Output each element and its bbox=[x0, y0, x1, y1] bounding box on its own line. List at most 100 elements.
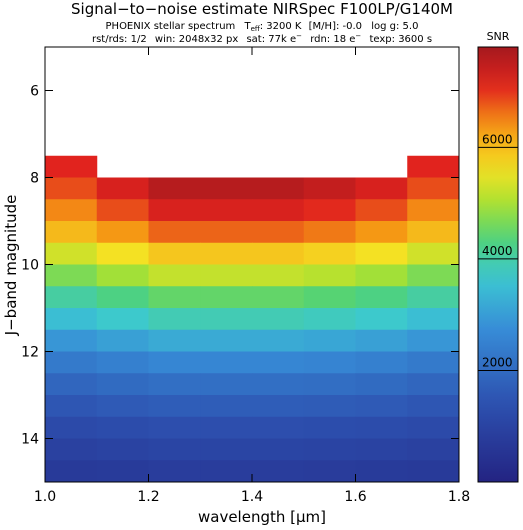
heatmap-cell bbox=[45, 242, 98, 265]
heatmap-cell bbox=[355, 351, 408, 374]
heatmap-cell bbox=[303, 221, 356, 244]
heatmap-cell bbox=[45, 373, 98, 396]
heatmap-cell bbox=[355, 286, 408, 309]
y-tick-label: 12 bbox=[21, 345, 39, 361]
heatmap-cell bbox=[355, 221, 408, 244]
heatmap-cell bbox=[148, 286, 201, 309]
heatmap-cell bbox=[303, 308, 356, 331]
heatmap-cell bbox=[45, 155, 98, 178]
heatmap-cell bbox=[303, 286, 356, 309]
x-axis-label: wavelength [μm] bbox=[198, 508, 326, 526]
heatmap-cell bbox=[148, 264, 201, 287]
heatmap-cell bbox=[355, 308, 408, 331]
heatmap-cell bbox=[96, 460, 149, 483]
heatmap-cell bbox=[200, 395, 253, 418]
subtitle-part: texp: 3600 s bbox=[369, 34, 432, 45]
heatmap-cell bbox=[407, 177, 460, 200]
heatmap-cell bbox=[45, 460, 98, 483]
heatmap-cell bbox=[355, 329, 408, 352]
heatmap-cell bbox=[148, 395, 201, 418]
heatmap-cell bbox=[355, 264, 408, 287]
heatmap-cell bbox=[303, 438, 356, 461]
heatmap-cell bbox=[45, 221, 98, 244]
heatmap-cell bbox=[252, 177, 305, 200]
heatmap-cell bbox=[96, 373, 149, 396]
heatmap-cell bbox=[303, 264, 356, 287]
heatmap-cell bbox=[407, 416, 460, 439]
heatmap-cell bbox=[407, 286, 460, 309]
heatmap-cell bbox=[200, 177, 253, 200]
heatmap-cell bbox=[96, 351, 149, 374]
colorbar-tick-label: 6000 bbox=[482, 132, 513, 146]
heatmap-cell bbox=[45, 199, 98, 222]
heatmap-cell bbox=[96, 199, 149, 222]
heatmap-cell bbox=[303, 177, 356, 200]
heatmap-cell bbox=[200, 329, 253, 352]
heatmap-cell bbox=[200, 351, 253, 374]
heatmap-cell bbox=[148, 308, 201, 331]
heatmap-cell bbox=[200, 286, 253, 309]
y-tick-label: 10 bbox=[21, 258, 39, 274]
heatmap-cell bbox=[45, 177, 98, 200]
heatmap-cell bbox=[303, 351, 356, 374]
heatmap-cell bbox=[200, 264, 253, 287]
x-tick-label: 1.8 bbox=[448, 489, 470, 505]
heatmap-cell bbox=[96, 329, 149, 352]
heatmap-cell bbox=[200, 308, 253, 331]
heatmap-cell bbox=[96, 242, 149, 265]
heatmap-cell bbox=[148, 416, 201, 439]
heatmap-cell bbox=[96, 395, 149, 418]
heatmap-cell bbox=[148, 221, 201, 244]
heatmap-cell bbox=[407, 155, 460, 178]
x-tick-label: 1.4 bbox=[241, 489, 263, 505]
heatmap-cell bbox=[303, 373, 356, 396]
heatmap-cell bbox=[407, 351, 460, 374]
subtitle-part: − bbox=[296, 32, 302, 40]
subtitle-part: win: 2048x32 px bbox=[155, 34, 238, 45]
subtitle-part: [M/H]: -0.0 bbox=[309, 21, 362, 32]
heatmap-cell bbox=[148, 199, 201, 222]
heatmap-cell bbox=[252, 416, 305, 439]
heatmap-cell bbox=[45, 438, 98, 461]
heatmap-cell bbox=[407, 242, 460, 265]
heatmap-cell bbox=[200, 438, 253, 461]
heatmap-cell bbox=[200, 460, 253, 483]
subtitle: rst/rds: 1/2 win: 2048x32 px sat: 77k e−… bbox=[92, 30, 432, 45]
heatmap-cell bbox=[45, 286, 98, 309]
y-axis-label: J−band magnitude bbox=[2, 195, 20, 337]
heatmap-cell bbox=[252, 438, 305, 461]
heatmap-cell bbox=[45, 351, 98, 374]
heatmap-cell bbox=[96, 177, 149, 200]
heatmap-cell bbox=[96, 308, 149, 331]
heatmap-cell bbox=[407, 264, 460, 287]
heatmap-cell bbox=[96, 438, 149, 461]
chart-title: Signal−to−noise estimate NIRSpec F100LP/… bbox=[71, 0, 453, 18]
heatmap-cell bbox=[200, 221, 253, 244]
heatmap-cell bbox=[252, 373, 305, 396]
heatmap-cell bbox=[96, 264, 149, 287]
heatmap-cell bbox=[45, 395, 98, 418]
heatmap-cell bbox=[45, 416, 98, 439]
x-tick-label: 1.0 bbox=[34, 489, 56, 505]
heatmap-cell bbox=[96, 286, 149, 309]
colorbar-tick-label: 2000 bbox=[482, 355, 513, 369]
heatmap-cell bbox=[303, 395, 356, 418]
heatmap-cell bbox=[355, 199, 408, 222]
heatmap-cell bbox=[355, 460, 408, 483]
heatmap-cell bbox=[148, 351, 201, 374]
subtitle-part: : 3200 K bbox=[260, 21, 302, 32]
heatmap-cell bbox=[407, 308, 460, 331]
heatmap-cell bbox=[252, 286, 305, 309]
heatmap-cell bbox=[252, 264, 305, 287]
y-tick-label: 14 bbox=[21, 432, 39, 448]
subtitle-part: T bbox=[243, 21, 251, 32]
heatmap-cell bbox=[252, 460, 305, 483]
heatmap-cell bbox=[148, 438, 201, 461]
heatmap-cell bbox=[303, 329, 356, 352]
subtitle-part: rst/rds: 1/2 bbox=[92, 34, 147, 45]
heatmap-cell bbox=[355, 438, 408, 461]
heatmap-cell bbox=[303, 199, 356, 222]
y-tick-label: 8 bbox=[30, 171, 39, 187]
heatmap-cell bbox=[355, 395, 408, 418]
